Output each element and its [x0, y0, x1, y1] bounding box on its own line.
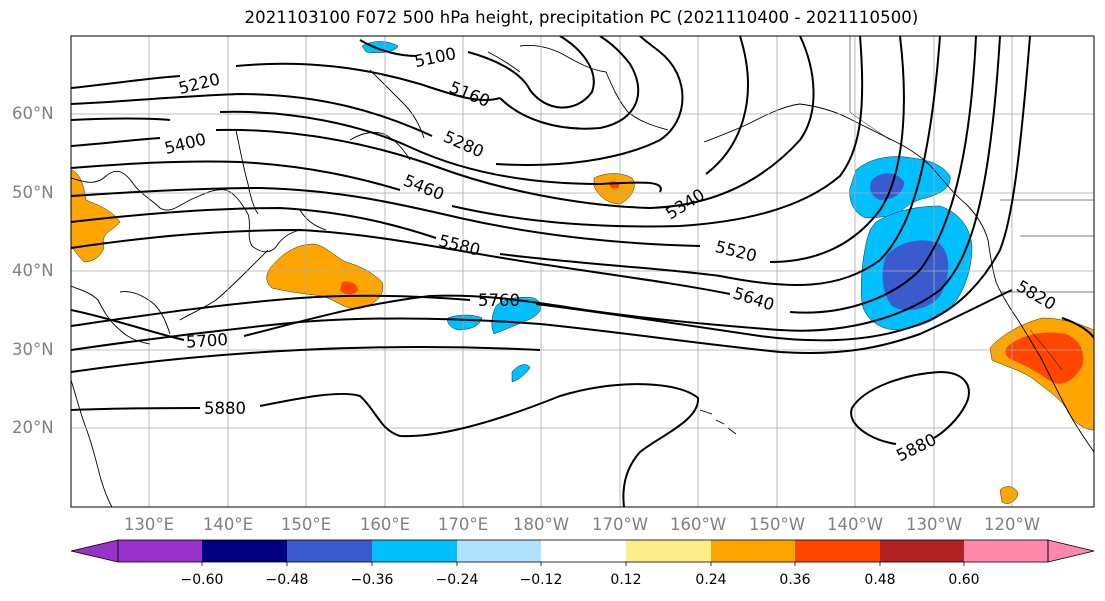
contour-5160 — [499, 36, 640, 130]
precip-core-california — [1005, 332, 1084, 384]
precip-area-blue-central-2 — [491, 297, 542, 335]
contour-label-5760: 5760 — [478, 291, 520, 310]
lon-label-160e: 160°E — [359, 515, 411, 534]
colorbar-bin-10 — [880, 540, 964, 562]
contour-5880-east — [850, 370, 970, 445]
contour-5280 — [71, 36, 684, 166]
contour-5460 — [71, 36, 864, 228]
lat-label-40n: 40°N — [12, 261, 54, 280]
lon-label-120w: 120°W — [983, 515, 1041, 534]
colorbar-tick-label: 0.12 — [610, 572, 642, 588]
map-title: 2021103100 F072 500 hPa height, precipit… — [244, 8, 919, 27]
colorbar-bin-2 — [202, 540, 287, 562]
contour-label-5880-west: 5880 — [204, 399, 246, 418]
contour-5820 — [71, 289, 1094, 355]
contour-5880-west — [71, 383, 700, 507]
colorbar-bin-4 — [372, 540, 457, 562]
lon-label-130w: 130°W — [905, 515, 963, 534]
lon-label-140w: 140°W — [826, 515, 884, 534]
colorbar-bin-5 — [457, 540, 541, 562]
lon-label-170w: 170°W — [591, 515, 649, 534]
lat-label-30n: 30°N — [12, 340, 54, 359]
precip-area-aleutian — [593, 173, 635, 205]
colorbar-tick-label: −0.24 — [435, 572, 479, 588]
colorbar-tick-label: 0.60 — [948, 572, 980, 588]
contour-5100 — [359, 36, 595, 109]
coastlines — [71, 45, 1094, 507]
contour-5880-north — [71, 346, 541, 373]
borders — [849, 36, 1094, 371]
lon-label-130e: 130°E — [123, 515, 175, 534]
lon-label-150e: 150°E — [280, 515, 332, 534]
lon-label-170e: 170°E — [437, 515, 489, 534]
precip-area-baja — [999, 486, 1019, 504]
lon-label-140e: 140°E — [202, 515, 254, 534]
colorbar-frame — [117, 539, 1049, 563]
lat-label-60n: 60°N — [12, 104, 54, 123]
lon-label-160w: 160°W — [669, 515, 727, 534]
height-contours — [71, 36, 1094, 507]
colorbar-tick-label: 0.48 — [864, 572, 896, 588]
precip-area-blue-north — [361, 41, 399, 53]
gridlines — [71, 36, 1094, 507]
colorbar-bin-11 — [964, 540, 1048, 562]
colorbar-tick-label: −0.36 — [350, 572, 394, 588]
colorbar-tick-label: 0.24 — [695, 572, 727, 588]
colorbar-tick-label: −0.12 — [519, 572, 563, 588]
lat-label-50n: 50°N — [12, 183, 54, 202]
colorbar-bin-8 — [711, 540, 795, 562]
colorbar-extend-low — [70, 539, 119, 563]
colorbar-tick-label: −0.48 — [265, 572, 309, 588]
colorbar-bin-3 — [287, 540, 372, 562]
colorbar-bin-9 — [795, 540, 880, 562]
colorbar-bin-7 — [626, 540, 711, 562]
colorbar-tick-label: 0.36 — [779, 572, 811, 588]
contour-5520 — [71, 36, 905, 263]
lon-label-180w: 180°W — [512, 515, 570, 534]
precip-area-blue-central-3 — [511, 364, 531, 383]
map-frame — [70, 35, 1095, 508]
contour-5760 — [71, 36, 1031, 342]
colorbar-bin-6 — [541, 540, 626, 562]
colorbar — [70, 539, 1095, 566]
contour-label-5700: 5700 — [185, 330, 228, 352]
contour-5220 — [71, 62, 501, 101]
colorbar-tick-label: −0.60 — [180, 572, 224, 588]
colorbar-bin-1 — [118, 540, 202, 562]
contour-5640 — [71, 36, 977, 314]
lon-label-150w: 150°W — [748, 515, 806, 534]
precip-core-kamchatka-south — [340, 281, 358, 295]
contour-5340 — [71, 36, 749, 193]
lat-label-20n: 20°N — [12, 418, 54, 437]
colorbar-extend-high — [1047, 539, 1095, 563]
contour-5580 — [71, 36, 941, 287]
contour-5400 — [71, 36, 815, 210]
